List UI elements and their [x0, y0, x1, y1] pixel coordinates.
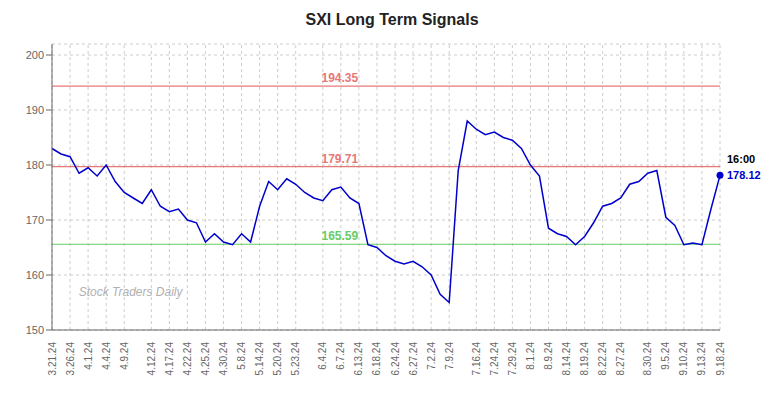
html-text:SXI Long Term Signals: SXI Long Term Signals	[305, 11, 479, 28]
svg-text:8.1.24: 8.1.24	[525, 342, 536, 370]
svg-text:150: 150	[26, 324, 44, 336]
svg-text:9.13.24: 9.13.24	[696, 342, 707, 376]
svg-text:4.1.24: 4.1.24	[83, 342, 94, 370]
svg-text:5.23.24: 5.23.24	[290, 342, 301, 376]
svg-text:4.17.24: 4.17.24	[164, 342, 175, 376]
svg-text:8.27.24: 8.27.24	[615, 342, 626, 376]
svg-text:179.71: 179.71	[322, 152, 359, 166]
svg-text:165.59: 165.59	[322, 229, 359, 243]
svg-text:4.25.24: 4.25.24	[200, 342, 211, 376]
svg-text:160: 160	[26, 269, 44, 281]
svg-text:7.16.24: 7.16.24	[471, 342, 482, 376]
svg-text:180: 180	[26, 159, 44, 171]
svg-text:3.26.24: 3.26.24	[65, 342, 76, 376]
svg-text:8.30.24: 8.30.24	[642, 342, 653, 376]
svg-text:4.12.24: 4.12.24	[146, 342, 157, 376]
svg-text:3.21.24: 3.21.24	[47, 342, 58, 376]
svg-text:178.12: 178.12	[727, 169, 761, 181]
svg-text:190: 190	[26, 104, 44, 116]
svg-text:8.9.24: 8.9.24	[543, 342, 554, 370]
svg-text:7.9.24: 7.9.24	[444, 342, 455, 370]
svg-text:4.9.24: 4.9.24	[119, 342, 130, 370]
svg-text:5.8.24: 5.8.24	[236, 342, 247, 370]
svg-text:6.24.24: 6.24.24	[390, 342, 401, 376]
svg-text:5.20.24: 5.20.24	[272, 342, 283, 376]
svg-text:4.22.24: 4.22.24	[182, 342, 193, 376]
html-text:Stock Traders Daily: Stock Traders Daily	[78, 285, 183, 300]
svg-text:6.27.24: 6.27.24	[408, 342, 419, 376]
svg-text:9.18.24: 9.18.24	[715, 342, 726, 376]
svg-text:16:00: 16:00	[727, 153, 755, 165]
svg-text:200: 200	[26, 49, 44, 61]
svg-text:7.24.24: 7.24.24	[489, 342, 500, 376]
svg-text:8.22.24: 8.22.24	[597, 342, 608, 376]
svg-text:4.4.24: 4.4.24	[101, 342, 112, 370]
svg-text:5.14.24: 5.14.24	[254, 342, 265, 376]
svg-text:6.13.24: 6.13.24	[353, 342, 364, 376]
svg-text:6.7.24: 6.7.24	[335, 342, 346, 370]
svg-text:170: 170	[26, 214, 44, 226]
svg-text:6.4.24: 6.4.24	[317, 342, 328, 370]
svg-text:7.2.24: 7.2.24	[426, 342, 437, 370]
svg-text:4.30.24: 4.30.24	[218, 342, 229, 376]
svg-text:9.5.24: 9.5.24	[660, 342, 671, 370]
svg-text:6.18.24: 6.18.24	[371, 342, 382, 376]
svg-text:194.35: 194.35	[322, 71, 359, 85]
svg-text:9.10.24: 9.10.24	[678, 342, 689, 376]
svg-text:7.29.24: 7.29.24	[507, 342, 518, 376]
svg-text:8.14.24: 8.14.24	[561, 342, 572, 376]
svg-text:8.19.24: 8.19.24	[579, 342, 590, 376]
